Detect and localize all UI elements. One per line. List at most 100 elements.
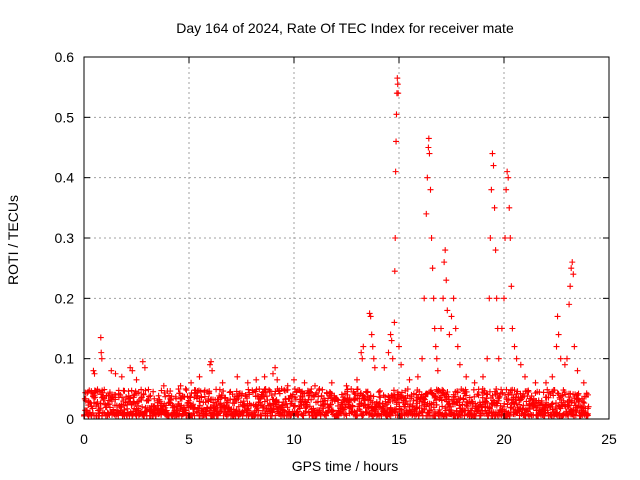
roti-point (369, 343, 376, 350)
x-tick-label: 25 (601, 431, 617, 447)
baseline-point (256, 386, 263, 393)
roti-point (569, 259, 576, 266)
baseline-point (433, 401, 440, 408)
baseline-point (364, 388, 371, 395)
roti-point (428, 235, 435, 241)
baseline-point (112, 396, 119, 403)
baseline-point (285, 395, 292, 402)
roti-point (450, 295, 457, 302)
x-axis-label: GPS time / hours (292, 458, 399, 474)
roti-point (505, 174, 512, 181)
grid-layer (84, 57, 609, 419)
baseline-point (459, 401, 466, 408)
baseline-point (244, 395, 251, 402)
baseline-point (162, 393, 169, 400)
roti-point (389, 355, 396, 362)
baseline-point (263, 393, 270, 400)
roti-point (343, 382, 350, 389)
baseline-point (146, 393, 153, 400)
baseline-point (511, 387, 518, 394)
baseline-point (135, 389, 142, 396)
roti-point (574, 367, 581, 374)
x-tick-label: 0 (80, 431, 88, 447)
baseline-point (512, 394, 519, 401)
baseline-point (194, 392, 201, 399)
y-tick-label: 0.6 (55, 49, 75, 65)
x-tick-label: 10 (286, 431, 302, 447)
baseline-point (377, 387, 383, 394)
baseline-point (106, 404, 113, 411)
baseline-point (565, 402, 572, 409)
baseline-point (502, 392, 509, 399)
roti-point (419, 355, 426, 362)
roti-point (571, 343, 578, 350)
roti-point (98, 355, 105, 362)
baseline-point (128, 387, 135, 394)
baseline-point (94, 399, 101, 406)
roti-point (425, 144, 432, 151)
baseline-point (319, 386, 326, 393)
roti-point (207, 361, 213, 368)
roti-point (368, 331, 375, 338)
baseline-point (495, 397, 502, 404)
roti-point (504, 168, 511, 175)
roti-point (301, 379, 308, 386)
baseline-point (444, 388, 451, 395)
roti-point (430, 295, 437, 302)
roti-point (391, 268, 398, 275)
roti-point (503, 186, 510, 193)
points-layer (81, 75, 592, 419)
baseline-point (334, 396, 341, 403)
baseline-point (560, 397, 567, 404)
roti-point (354, 376, 360, 383)
baseline-point (498, 386, 505, 393)
roti-point (498, 325, 505, 332)
baseline-point (494, 390, 501, 397)
roti-point (367, 313, 374, 320)
baseline-point (151, 395, 158, 402)
y-axis-label: ROTI / TECUs (5, 195, 21, 285)
roti-point (448, 313, 455, 320)
baseline-point (147, 392, 154, 399)
baseline-point (423, 403, 430, 410)
baseline-point (90, 399, 97, 406)
roti-point (370, 355, 377, 362)
baseline-point (457, 394, 464, 401)
baseline-point (585, 403, 592, 410)
roti-point (366, 310, 373, 317)
baseline-point (335, 397, 342, 404)
y-tick-label: 0 (66, 411, 74, 427)
baseline-point (503, 386, 510, 393)
roti-point (274, 376, 281, 383)
baseline-point (239, 412, 246, 419)
baseline-point (338, 391, 345, 398)
roti-point (433, 355, 440, 362)
baseline-point (505, 397, 512, 404)
baseline-point (360, 411, 367, 418)
baseline-point (235, 403, 242, 410)
roti-point (442, 247, 449, 254)
roti-point (328, 379, 335, 386)
baseline-point (580, 398, 587, 405)
roti-point (454, 343, 461, 350)
roti-point (554, 313, 561, 320)
baseline-point (260, 404, 267, 411)
baseline-point (428, 406, 435, 413)
baseline-point (139, 403, 146, 410)
baseline-point (175, 386, 182, 393)
baseline-point (317, 412, 324, 419)
roti-point (543, 379, 549, 386)
baseline-point (353, 412, 360, 419)
roti-point (444, 307, 451, 314)
baseline-point (365, 396, 372, 403)
baseline-point (565, 412, 572, 419)
baseline-point (233, 388, 240, 395)
baseline-point (549, 400, 556, 407)
x-tick-label: 20 (496, 431, 512, 447)
baseline-point (218, 407, 225, 414)
baseline-point (161, 389, 168, 396)
baseline-point (504, 401, 511, 408)
roti-point (414, 373, 421, 380)
baseline-point (150, 388, 157, 395)
baseline-point (309, 392, 316, 399)
